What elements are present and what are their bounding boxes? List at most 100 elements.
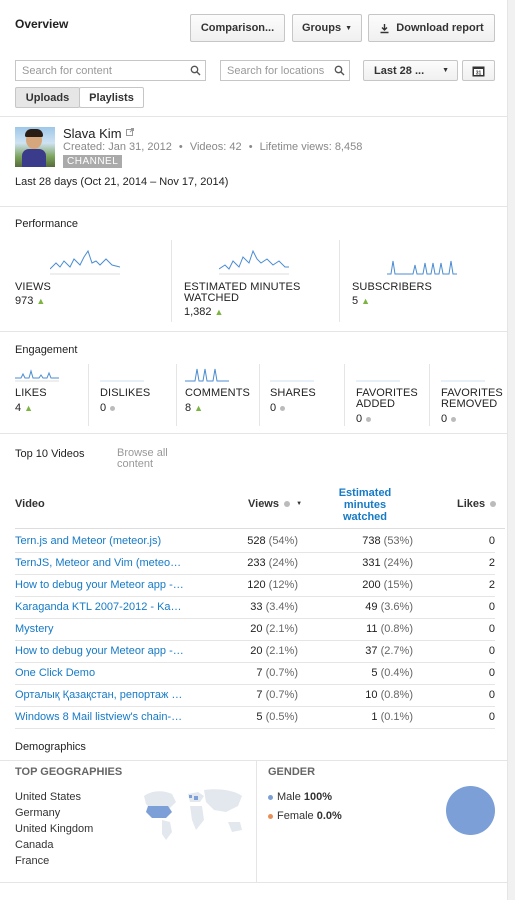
views-percent: (24%) <box>268 557 298 569</box>
metric-favorites-added[interactable]: FAVORITES ADDED 0 <box>356 366 428 426</box>
channel-videos: Videos: 42 <box>189 141 242 153</box>
views-label: VIEWS <box>15 281 51 293</box>
country-item: United Kingdom <box>15 823 94 835</box>
minutes-value: 37 <box>365 645 378 657</box>
subscribers-value-row: 5 ▲ <box>352 295 370 307</box>
column-views-label: Views <box>248 498 279 510</box>
views-value: 5 <box>256 711 263 723</box>
views-percent: (2.1%) <box>265 645 298 657</box>
views-percent: (12%) <box>268 579 298 591</box>
content-search-input[interactable]: Search for content <box>15 60 206 81</box>
table-row[interactable]: How to debug your Meteor app -… 20 (2.1%)… <box>15 640 495 663</box>
minutes-value: 49 <box>365 601 378 613</box>
column-likes-label: Likes <box>457 498 486 510</box>
table-row[interactable]: Windows 8 Mail listview's chain-… 5 (0.5%… <box>15 706 495 729</box>
favorites-removed-label: FAVORITES REMOVED <box>441 387 503 410</box>
divider <box>0 116 508 117</box>
metric-subscribers[interactable]: SUBSCRIBERS 5 ▲ <box>352 244 502 324</box>
groups-label: Groups <box>301 22 342 34</box>
video-title-link[interactable]: Орталық Қазақстан, репортаж … <box>15 689 183 701</box>
video-title-link[interactable]: How to debug your Meteor app -… <box>15 645 184 657</box>
divider <box>429 364 430 426</box>
metric-views[interactable]: VIEWS 973 ▲ <box>15 244 165 324</box>
minutes-value: 200 <box>362 579 381 591</box>
gender-title: GENDER <box>268 766 316 778</box>
likes-value: 0 <box>488 645 495 657</box>
dislikes-value: 0 <box>100 402 107 414</box>
tab-uploads[interactable]: Uploads <box>15 87 80 108</box>
groups-button[interactable]: Groups ▼ <box>292 14 362 42</box>
gender-male: Male 100% <box>268 791 332 803</box>
column-likes[interactable]: Likes <box>457 498 497 510</box>
metric-likes[interactable]: LIKES 4 ▲ <box>15 366 85 426</box>
minutes-percent: (2.7%) <box>380 645 413 657</box>
channel-created: Created: Jan 31, 2012 <box>63 141 172 153</box>
likes-value: 0 <box>488 534 495 547</box>
table-row[interactable]: One Click Demo 7 (0.7%) 5 (0.4%) 0 <box>15 662 495 685</box>
video-title-link[interactable]: TernJS, Meteor and Vim (meteo… <box>15 557 182 569</box>
comments-value: 8 <box>185 402 192 414</box>
video-title-link[interactable]: One Click Demo <box>15 667 96 679</box>
views-value: 120 <box>247 579 266 591</box>
table-row[interactable]: Орталық Қазақстан, репортаж … 7 (0.7%) 10 … <box>15 684 495 707</box>
demographics-title: Demographics <box>15 741 86 753</box>
divider <box>0 206 508 207</box>
table-row[interactable]: Karaganda KTL 2007-2012 - Ka… 33 (3.4%) 49… <box>15 596 495 619</box>
column-video[interactable]: Video <box>15 498 45 510</box>
download-report-button[interactable]: Download report <box>368 14 495 42</box>
performance-title: Performance <box>15 218 78 230</box>
date-range-select[interactable]: Last 28 ... ▼ <box>363 60 458 81</box>
video-title-link[interactable]: Windows 8 Mail listview's chain-… <box>15 711 183 723</box>
views-percent: (0.5%) <box>265 711 298 723</box>
location-search-input[interactable]: Search for locations <box>220 60 350 81</box>
metric-minutes[interactable]: ESTIMATED MINUTES WATCHED 1,382 ▲ <box>184 244 334 324</box>
table-row[interactable]: Tern.js and Meteor (meteor.js) 528 (54%) 7… <box>15 530 495 553</box>
dislikes-label: DISLIKES <box>100 387 151 399</box>
video-title-link[interactable]: Karaganda KTL 2007-2012 - Ka… <box>15 601 182 613</box>
tab-playlists[interactable]: Playlists <box>79 87 144 108</box>
metric-comments[interactable]: COMMENTS 8 ▲ <box>185 366 257 426</box>
table-row[interactable]: Mystery 20 (2.1%) 11 (0.8%) 0 <box>15 618 495 641</box>
male-label: Male <box>277 791 301 803</box>
minutes-percent: (0.4%) <box>380 667 413 679</box>
video-table: Tern.js and Meteor (meteor.js) 528 (54%) 7… <box>15 530 495 729</box>
tab-browse-all-content[interactable]: Browse all content <box>117 447 168 470</box>
column-views[interactable]: Views ▼ <box>248 498 302 510</box>
metric-shares[interactable]: SHARES 0 <box>270 366 342 426</box>
video-title-link[interactable]: How to debug your Meteor app -… <box>15 579 184 591</box>
channel-name[interactable]: Slava Kim <box>63 126 135 141</box>
male-value: 100% <box>303 791 333 803</box>
video-title-link[interactable]: Tern.js and Meteor (meteor.js) <box>15 534 162 547</box>
minutes-sparkline <box>219 249 289 275</box>
external-link-icon <box>126 128 135 136</box>
trend-up-icon: ▲ <box>36 296 46 306</box>
table-row[interactable]: TernJS, Meteor and Vim (meteo… 233 (24%) 3… <box>15 552 495 575</box>
trend-up-icon: ▲ <box>214 307 224 317</box>
comments-sparkline <box>185 368 229 382</box>
tab-top-videos[interactable]: Top 10 Videos <box>15 448 85 460</box>
trend-flat-icon <box>451 416 457 422</box>
date-range-value: Last 28 ... <box>374 64 425 77</box>
comments-label: COMMENTS <box>185 387 250 399</box>
video-title-link[interactable]: Mystery <box>15 623 54 635</box>
divider <box>176 364 177 426</box>
channel-name-text: Slava Kim <box>63 126 122 141</box>
calendar-button[interactable]: 31 <box>462 60 495 81</box>
minutes-value: 10 <box>365 689 378 701</box>
female-swatch <box>268 813 273 819</box>
views-value: 7 <box>256 667 263 679</box>
caret-down-icon: ▼ <box>442 67 449 74</box>
country-item: United States <box>15 791 82 803</box>
comparison-button[interactable]: Comparison... <box>190 14 285 42</box>
table-row[interactable]: How to debug your Meteor app -… 120 (12%)… <box>15 574 495 597</box>
favorites-added-value-row: 0 <box>356 413 372 425</box>
shares-value: 0 <box>270 402 277 414</box>
metric-dislikes[interactable]: DISLIKES 0 <box>100 366 172 426</box>
comments-value-row: 8 ▲ <box>185 402 203 414</box>
divider <box>15 528 505 529</box>
metric-favorites-removed[interactable]: FAVORITES REMOVED 0 <box>441 366 507 426</box>
avatar[interactable] <box>15 127 55 167</box>
column-minutes[interactable]: Estimated minutes watched <box>330 487 400 523</box>
gender-pie-chart <box>446 786 495 835</box>
views-percent: (0.7%) <box>265 689 298 701</box>
